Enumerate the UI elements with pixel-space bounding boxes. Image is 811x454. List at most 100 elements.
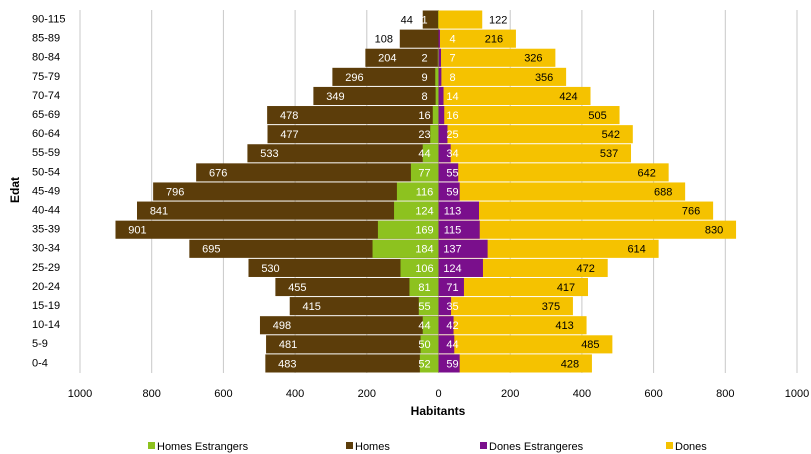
bar [365, 48, 439, 67]
bar [438, 258, 483, 277]
x-tick-label: 1000 [785, 388, 809, 400]
data-label: 2 [421, 53, 427, 65]
data-label: 349 [326, 91, 344, 103]
bar [115, 220, 439, 239]
legend-swatch [346, 442, 353, 449]
y-tick-label: 20-24 [32, 281, 60, 293]
legend-label: Homes [355, 441, 390, 453]
legend-label: Dones [675, 441, 707, 453]
bar [247, 144, 439, 163]
data-label: 455 [288, 282, 306, 294]
data-label: 695 [202, 244, 220, 256]
y-tick-label: 90-115 [32, 13, 65, 25]
data-label: 424 [559, 91, 577, 103]
data-label: 44 [418, 320, 430, 332]
data-label: 77 [418, 167, 430, 179]
data-label: 124 [415, 206, 433, 218]
data-label: 642 [637, 167, 655, 179]
bar [438, 201, 480, 220]
y-tick-label: 5-9 [32, 338, 48, 350]
bar [196, 163, 439, 182]
bar [422, 10, 439, 29]
bar [438, 125, 633, 144]
data-label: 8 [449, 72, 455, 84]
bar [399, 29, 439, 48]
bar [396, 182, 439, 201]
data-label: 35 [446, 301, 458, 313]
bar [438, 10, 483, 29]
data-label: 1 [421, 14, 427, 26]
data-label: 375 [542, 301, 560, 313]
data-label: 115 [444, 225, 462, 237]
bar [438, 144, 632, 163]
data-label: 428 [561, 358, 579, 370]
data-label: 614 [627, 244, 645, 256]
bar [438, 220, 480, 239]
data-label: 44 [401, 14, 413, 26]
x-tick-label: 800 [716, 388, 734, 400]
x-axis-title: Habitants [411, 404, 466, 418]
data-label: 7 [449, 53, 455, 65]
data-label: 169 [415, 225, 433, 237]
data-label: 296 [345, 72, 363, 84]
data-label: 59 [446, 186, 458, 198]
x-tick-label: 200 [358, 388, 376, 400]
bar [259, 316, 439, 335]
data-label: 113 [444, 206, 462, 218]
data-label: 34 [446, 148, 458, 160]
data-label: 204 [378, 53, 396, 65]
y-tick-label: 75-79 [32, 71, 60, 83]
bar [377, 220, 439, 239]
data-label: 216 [485, 34, 503, 46]
bar [289, 297, 439, 316]
bar [438, 335, 455, 354]
bar [435, 86, 439, 106]
data-label: 16 [418, 110, 430, 122]
legend-swatch [480, 442, 487, 449]
bar [267, 106, 439, 125]
bar [438, 316, 454, 335]
x-tick-label: 800 [143, 388, 161, 400]
data-label: 8 [421, 91, 427, 103]
legend-swatch [666, 442, 673, 449]
bar [438, 86, 591, 106]
data-label: 55 [446, 167, 458, 179]
bar [422, 316, 439, 335]
data-label: 124 [443, 263, 461, 275]
data-label: 676 [209, 167, 227, 179]
data-label: 108 [375, 34, 393, 46]
bar [438, 297, 573, 316]
x-tick-label: 400 [573, 388, 591, 400]
data-label: 42 [446, 320, 458, 332]
data-label: 478 [280, 110, 298, 122]
data-label: 830 [705, 225, 723, 237]
bar [438, 106, 620, 125]
bar [313, 86, 439, 106]
bar [438, 29, 440, 48]
x-tick-label: 600 [644, 388, 662, 400]
data-label: 485 [581, 339, 599, 351]
bar [438, 201, 714, 220]
bar [438, 297, 452, 316]
legend-label: Homes Estrangers [157, 441, 249, 453]
data-label: 23 [418, 129, 430, 141]
y-tick-label: 80-84 [32, 52, 60, 64]
data-label: 106 [415, 263, 433, 275]
bar [438, 354, 592, 373]
y-tick-label: 55-59 [32, 147, 60, 159]
bar [266, 335, 439, 354]
data-label: 122 [489, 14, 507, 26]
data-label: 71 [446, 282, 458, 294]
bar [438, 335, 613, 354]
data-label: 81 [418, 282, 430, 294]
bar [438, 220, 737, 239]
y-tick-label: 0-4 [32, 357, 48, 369]
x-tick-label: 600 [214, 388, 232, 400]
y-tick-label: 70-74 [32, 90, 60, 102]
bar [438, 106, 445, 125]
bar [438, 48, 442, 67]
data-label: 55 [418, 301, 430, 313]
data-label: 184 [415, 244, 433, 256]
bar [438, 277, 464, 297]
x-tick-label: 400 [286, 388, 304, 400]
